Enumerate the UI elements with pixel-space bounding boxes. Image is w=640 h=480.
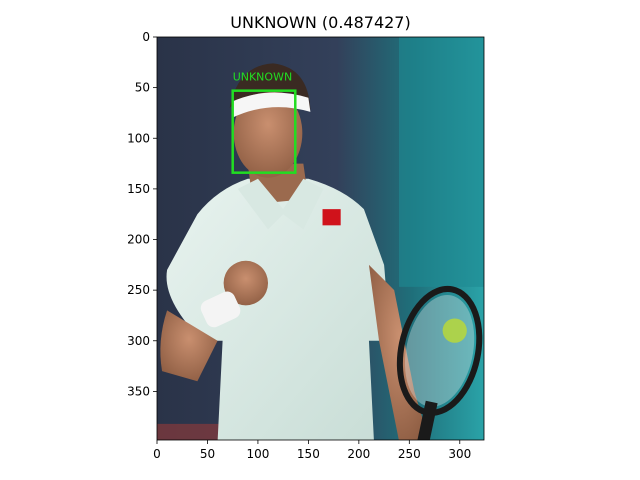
- y-tick-label: 100: [127, 131, 150, 145]
- x-tick-label: 150: [297, 447, 320, 461]
- axes-frame: [156, 36, 485, 441]
- y-tick-label: 200: [127, 233, 150, 247]
- y-tick-label: 0: [142, 30, 150, 44]
- y-tick-label: 350: [127, 384, 150, 398]
- x-tick-label: 300: [448, 447, 471, 461]
- x-tick-label: 50: [200, 447, 215, 461]
- detection-label: UNKNOWN: [233, 71, 293, 84]
- x-tick-label: 250: [398, 447, 421, 461]
- x-tick-label: 200: [347, 447, 370, 461]
- y-tick-label: 250: [127, 283, 150, 297]
- chart-title: UNKNOWN (0.487427): [230, 13, 410, 32]
- y-tick-label: 300: [127, 334, 150, 348]
- y-tick-label: 150: [127, 182, 150, 196]
- y-tick-label: 50: [135, 81, 150, 95]
- detection-box: [231, 89, 297, 174]
- x-tick-label: 0: [153, 447, 161, 461]
- photo-image: UNKNOWN: [157, 37, 484, 440]
- axes: 0 50 100 150 200 250 300 0 50 100 150 200 250 300 350: [127, 30, 485, 461]
- x-tick-label: 100: [246, 447, 269, 461]
